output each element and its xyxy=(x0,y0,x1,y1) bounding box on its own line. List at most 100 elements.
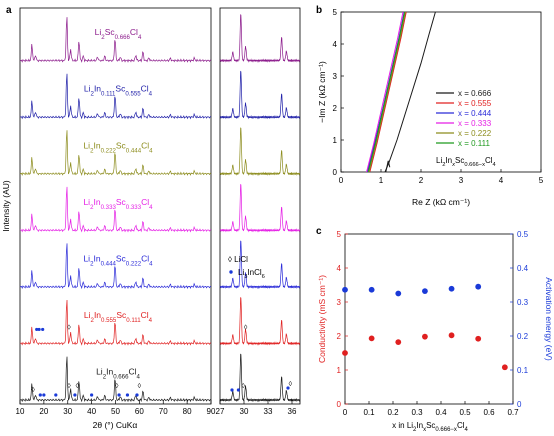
panel-c-xtick-label: 0.3 xyxy=(411,408,423,417)
panel-a-pattern-inset xyxy=(219,297,301,346)
panel-a-pattern-inset xyxy=(219,240,301,290)
panel-c-ylabel-left: Conductivity (mS cm⁻¹) xyxy=(317,275,327,363)
panel-c-conductivity-point xyxy=(448,332,455,339)
panel-a-li3incl6-marker xyxy=(35,327,39,332)
panel-a-inset-marker xyxy=(230,388,234,392)
panel-a-legend-dot xyxy=(229,270,233,274)
panel-a-li3incl6-marker xyxy=(125,393,130,397)
panel-a-inset-licl-marker: ◊ xyxy=(241,383,245,390)
panel-a-pattern-main xyxy=(19,73,212,120)
panel-a-licl-marker: ◊ xyxy=(138,383,142,390)
panel-b-ytick-label: 1 xyxy=(333,136,338,145)
panel-a-xlabel: 2θ (°) CuKα xyxy=(93,420,138,430)
panel-a-ylabel: Intensity (AU) xyxy=(1,180,11,232)
panel-c-conductivity-point xyxy=(368,335,375,342)
panel-c-xtick-label: 0.6 xyxy=(483,408,495,417)
panel-a-pattern-inset xyxy=(219,14,301,63)
panel-c-activation-point xyxy=(368,286,375,293)
panel-c-xtick-label: 0.4 xyxy=(435,408,447,417)
panel-b-nyquist-line xyxy=(384,12,436,172)
panel-c-conductivity-point xyxy=(342,350,348,356)
panel-b-nyquist-line xyxy=(369,12,407,172)
panel-a-pattern-main xyxy=(19,186,212,233)
panel-a-series-label: Li2Sc0.666Cl4 xyxy=(95,27,142,41)
panel-a-inset-xtick-label: 30 xyxy=(240,407,249,416)
panel-a-pattern-inset xyxy=(219,183,301,233)
panel-a-series-label: Li2In0.555Sc0.111Cl4 xyxy=(84,310,153,324)
panel-b-xtick-label: 0 xyxy=(339,176,344,185)
panel-a-inset-marker xyxy=(236,388,240,392)
panel-b-ytick-label: 3 xyxy=(333,72,338,81)
panel-a-licl-marker: ◊ xyxy=(115,383,119,390)
panel-c-ytick-right-label: 0 xyxy=(517,400,522,409)
panel-c-xtick-label: 0.1 xyxy=(363,408,375,417)
panel-a-xtick-label: 90 xyxy=(207,407,216,416)
panel-c-xtick-label: 0.7 xyxy=(507,408,519,417)
panel-a-xtick-label: 40 xyxy=(87,407,96,416)
panel-a-pattern-inset xyxy=(219,353,301,403)
panel-c-ytick-right-label: 0.4 xyxy=(517,264,529,273)
panel-a-inset-xtick-label: 33 xyxy=(264,407,273,416)
panel-a-inset-licl-marker: ◊ xyxy=(289,381,293,388)
panel-a-li3incl6-marker xyxy=(73,393,77,397)
panel-b-legend-label: x = 0.333 xyxy=(458,119,492,128)
panel-c-plot: 0 0.1 0.2 0.3 0.4 0.5 0.6 0.701234500.10.20.30.… xyxy=(337,230,529,417)
panel-a-xtick-label: 20 xyxy=(39,407,48,416)
panel-a-patterns: Li2Sc0.666Cl4 Li2In0.111Sc0.555Cl4 Li2In0.… xyxy=(19,14,301,403)
panel-a-series-label: Li2In0.111Sc0.555Cl4 xyxy=(84,84,153,98)
panel-a-xtick-label: 60 xyxy=(135,407,144,416)
panel-a-li3incl6-marker xyxy=(37,327,41,332)
panel-b-xlabel: Re Z (kΩ cm⁻¹) xyxy=(412,197,470,207)
panel-c-xtick-label: 0 xyxy=(343,408,348,417)
panel-a-li3incl6-marker xyxy=(42,393,46,397)
panel-a-xtick-label: 50 xyxy=(111,407,120,416)
panel-a-pattern-main xyxy=(19,130,212,176)
panel-a-pattern-main xyxy=(19,243,212,290)
panel-a-pattern-main xyxy=(19,356,212,403)
panel-c-xtick-label: 0.2 xyxy=(387,408,399,417)
panel-a-pattern-inset xyxy=(219,127,301,176)
panel-a-legend-licl: ◊ LiCl xyxy=(228,255,248,264)
panel-c-activation-point xyxy=(475,283,482,290)
panel-a-li3incl6-marker xyxy=(117,393,121,397)
panel-a-pattern-inset xyxy=(219,70,301,120)
panel-c-xlabel: x in Li2InxSc0.666−xCl4 xyxy=(392,421,468,433)
panel-c-ytick-left-label: 3 xyxy=(337,298,342,307)
panel-a-inset-frame xyxy=(219,7,301,405)
panel-a-xtick-label: 80 xyxy=(183,407,192,416)
panel-b-ylabel: −Im Z (kΩ cm⁻¹) xyxy=(317,61,327,123)
panel-a-licl-marker: ◊ xyxy=(67,383,71,390)
panel-a-inset-xtick-label: 27 xyxy=(216,407,225,416)
panel-a-licl-marker: ◊ xyxy=(67,324,71,331)
panel-b-nyquist-line xyxy=(367,12,406,172)
panel-b-xtick-label: 2 xyxy=(419,176,424,185)
panel-b-legend-title: Li2InxSc0.666−xCl4 xyxy=(436,156,497,168)
panel-a-inset-marker xyxy=(286,386,290,390)
panel-a-licl-marker: ◊ xyxy=(76,383,80,390)
panel-a-li3incl6-marker xyxy=(90,393,94,397)
panel-b-legend-label: x = 0.222 xyxy=(458,129,492,138)
panel-c-ytick-right-label: 0.1 xyxy=(517,366,529,375)
panel-b-xtick-label: 4 xyxy=(499,176,504,185)
panel-b-xtick-label: 3 xyxy=(459,176,464,185)
panel-b-ytick-label: 4 xyxy=(333,40,338,49)
panel-a-series-label: Li2In0.444Sc0.222Cl4 xyxy=(83,253,153,267)
panel-a-ticks: 10 20 30 40 50 60 70 80 90 27 30 33 36 xyxy=(16,400,297,416)
panel-c-ytick-right-label: 0.2 xyxy=(517,332,529,341)
panel-b-xtick-label: 5 xyxy=(539,176,544,185)
panel-c-ytick-right-label: 0.5 xyxy=(517,230,529,239)
panel-c-ylabel-right: Activation energy (eV) xyxy=(544,277,554,361)
panel-b-nyquist-line xyxy=(368,12,406,172)
panel-c-xtick-label: 0.5 xyxy=(459,408,471,417)
panel-b-legend-label: x = 0.666 xyxy=(458,89,492,98)
panel-a-series-label: Li2In0.222Sc0.444Cl4 xyxy=(83,140,153,154)
panel-b-frame xyxy=(340,11,542,173)
panel-a-li3incl6-marker xyxy=(135,393,139,397)
panel-b-arc xyxy=(385,160,391,173)
panel-c-conductivity-point xyxy=(501,364,508,371)
panel-a-xtick-label: 10 xyxy=(16,407,25,416)
panel-c-activation-point xyxy=(342,286,348,293)
panel-a-pattern-main xyxy=(19,299,212,346)
panel-c-ytick-left-label: 5 xyxy=(337,230,342,239)
